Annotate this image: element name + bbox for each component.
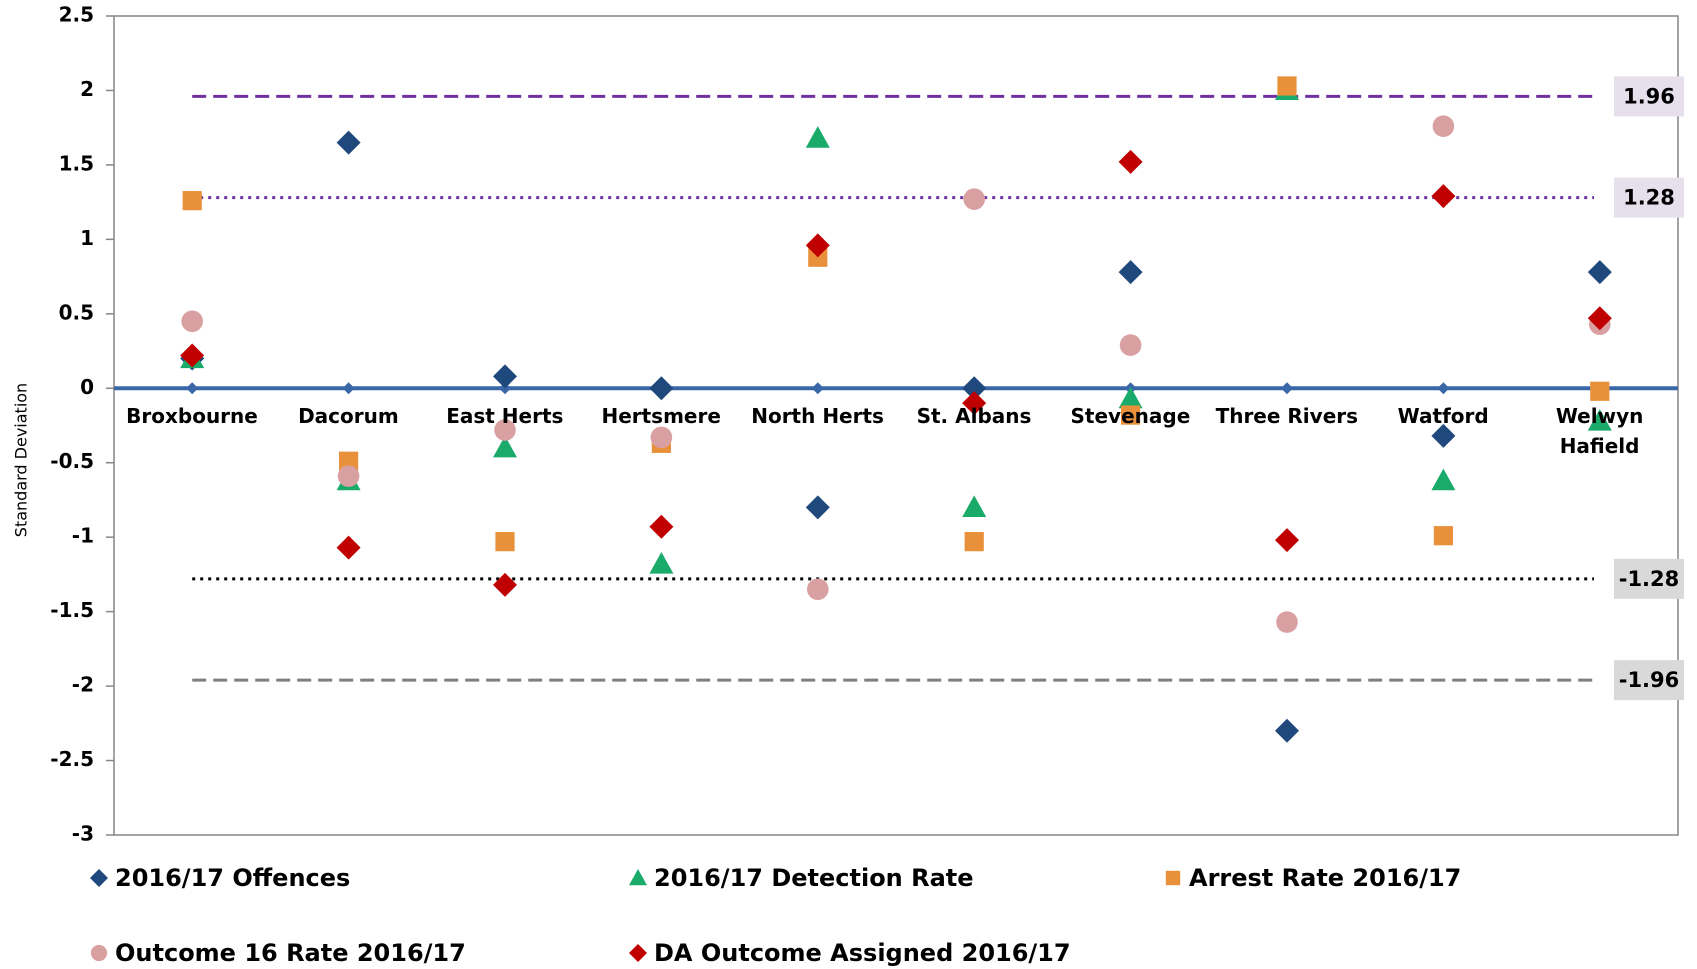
y-tick-label: -2.5 bbox=[50, 747, 94, 771]
y-tick-label: -3 bbox=[72, 822, 94, 846]
y-tick-label: -2 bbox=[72, 673, 94, 697]
legend-label: 2016/17 Offences bbox=[115, 864, 350, 892]
data-point bbox=[649, 514, 674, 539]
zero-marker bbox=[186, 382, 199, 395]
data-point bbox=[805, 126, 830, 148]
data-point bbox=[180, 343, 205, 368]
x-tick-label: St. Albans bbox=[916, 404, 1032, 429]
x-tick-label: North Herts bbox=[751, 404, 884, 429]
legend-label: Arrest Rate 2016/17 bbox=[1189, 864, 1461, 892]
y-tick-label: -1 bbox=[72, 524, 94, 548]
reference-label-box bbox=[1614, 660, 1684, 701]
y-tick-label: -0.5 bbox=[50, 449, 94, 473]
data-point bbox=[1431, 468, 1456, 491]
data-point bbox=[339, 451, 359, 471]
x-tick-label: Broxbourne bbox=[126, 404, 258, 429]
data-point bbox=[493, 572, 517, 597]
y-tick-label: 1 bbox=[80, 226, 94, 250]
reference-label-box bbox=[1614, 177, 1684, 218]
data-point bbox=[1587, 260, 1612, 285]
data-point bbox=[1121, 405, 1141, 425]
data-point bbox=[493, 435, 517, 458]
data-point bbox=[807, 578, 829, 601]
data-point bbox=[650, 426, 673, 449]
data-point bbox=[1276, 611, 1298, 633]
x-tick-label: Dacorum bbox=[298, 404, 399, 429]
data-point bbox=[337, 465, 360, 487]
x-tick-label: Welwyn Hafield bbox=[1555, 404, 1644, 459]
reference-label: 1.96 bbox=[1623, 84, 1675, 108]
reference-label: -1.96 bbox=[1619, 668, 1680, 692]
reference-label-box bbox=[1614, 76, 1684, 117]
plot-area bbox=[113, 15, 1679, 836]
data-point bbox=[649, 376, 674, 401]
data-point bbox=[963, 188, 985, 210]
legend-label: DA Outcome Assigned 2016/17 bbox=[654, 939, 1071, 967]
legend-marker bbox=[90, 869, 108, 887]
reference-label: -1.28 bbox=[1619, 567, 1680, 591]
y-tick-label: -1.5 bbox=[50, 598, 94, 622]
zero-marker bbox=[811, 382, 824, 395]
data-point bbox=[182, 191, 202, 211]
data-point bbox=[962, 391, 987, 416]
x-tick-label: Stevenage bbox=[1070, 404, 1191, 429]
legend-marker bbox=[629, 944, 647, 962]
data-point bbox=[1587, 306, 1612, 331]
data-point bbox=[1118, 386, 1143, 409]
data-point bbox=[805, 233, 830, 258]
data-point bbox=[495, 532, 515, 552]
data-point bbox=[1119, 334, 1142, 356]
data-point bbox=[494, 419, 516, 441]
legend-marker bbox=[629, 869, 647, 886]
data-point bbox=[1590, 381, 1610, 401]
y-tick-label: 2 bbox=[80, 77, 94, 101]
data-point bbox=[1118, 260, 1143, 285]
data-point bbox=[181, 310, 203, 333]
data-point bbox=[1277, 76, 1297, 96]
y-tick-label: 0 bbox=[80, 375, 94, 399]
data-point bbox=[962, 376, 987, 401]
legend-label: 2016/17 Detection Rate bbox=[654, 864, 974, 892]
data-point bbox=[1118, 149, 1143, 174]
data-point bbox=[964, 532, 984, 552]
data-point bbox=[962, 495, 987, 517]
reference-label-box bbox=[1614, 558, 1684, 599]
data-point bbox=[493, 364, 517, 389]
data-point bbox=[1433, 526, 1453, 546]
legend-label: Outcome 16 Rate 2016/17 bbox=[115, 939, 466, 967]
data-point bbox=[1432, 115, 1455, 137]
x-tick-label: Watford bbox=[1397, 404, 1489, 429]
zero-marker bbox=[1437, 382, 1450, 395]
data-point bbox=[1431, 184, 1456, 209]
zero-marker bbox=[342, 382, 355, 395]
x-tick-label: East Herts bbox=[446, 404, 564, 429]
y-tick-label: 0.5 bbox=[59, 300, 94, 324]
data-point bbox=[1275, 528, 1299, 553]
data-point bbox=[1275, 718, 1299, 743]
data-point bbox=[1431, 423, 1456, 448]
x-tick-label: Three Rivers bbox=[1215, 404, 1359, 429]
y-tick-label: 2.5 bbox=[59, 3, 94, 27]
data-point bbox=[649, 551, 674, 574]
y-axis-label: Standard Deviation bbox=[12, 383, 31, 537]
legend-marker bbox=[90, 944, 108, 962]
legend-marker bbox=[1165, 870, 1181, 886]
data-point bbox=[336, 535, 361, 560]
data-point bbox=[805, 495, 830, 520]
zero-marker bbox=[1281, 382, 1293, 395]
x-tick-label: Hertsmere bbox=[601, 404, 721, 429]
data-point bbox=[1587, 409, 1612, 431]
reference-label: 1.28 bbox=[1623, 186, 1675, 210]
y-tick-label: 1.5 bbox=[59, 151, 94, 175]
data-point bbox=[336, 130, 361, 155]
